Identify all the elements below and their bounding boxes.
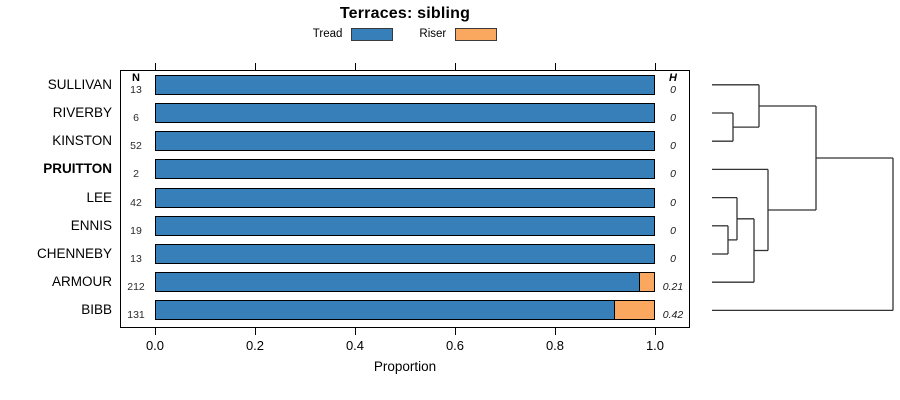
n-value-chenneby: 13	[130, 253, 142, 265]
bar-tread-pruitton	[155, 159, 655, 180]
x-tick-top-0.4	[354, 63, 356, 70]
h-value-bibb: 0.42	[662, 309, 684, 322]
category-label-pruitton: PRUITTON	[43, 161, 112, 177]
x-axis-label: Proportion	[373, 359, 437, 374]
bar-tread-bibb	[155, 300, 615, 321]
bar-tread-armour	[155, 272, 640, 293]
category-label-kinston: KINSTON	[52, 133, 112, 149]
legend-swatch-tread	[351, 27, 394, 41]
legend-swatch-riser	[455, 27, 498, 41]
x-tick-label-0.0: 0.0	[145, 338, 165, 353]
n-value-bibb: 131	[127, 309, 145, 322]
n-value-kinston: 52	[130, 140, 142, 153]
h-value-ennis: 0	[670, 224, 676, 237]
x-tick-label-0.6: 0.6	[445, 338, 465, 353]
x-tick-top-0.6	[454, 63, 456, 70]
category-label-bibb: BIBB	[81, 302, 112, 318]
x-tick-top-0.2	[254, 63, 256, 70]
x-tick-label-0.8: 0.8	[545, 338, 565, 353]
bar-tread-riverby	[155, 103, 655, 123]
x-tick-bottom-0.2	[254, 328, 256, 335]
n-value-sullivan: 13	[130, 83, 142, 96]
x-tick-top-0.0	[154, 63, 156, 70]
h-value-pruitton: 0	[670, 168, 676, 181]
legend-label-tread: Tread	[312, 28, 343, 40]
chart-title: Terraces: sibling	[339, 5, 471, 22]
bar-tread-kinston	[155, 131, 655, 152]
category-label-armour: ARMOUR	[52, 274, 112, 290]
h-column-header: H	[669, 72, 677, 84]
n-value-riverby: 6	[133, 112, 139, 124]
bar-tread-lee	[155, 187, 655, 208]
category-label-sullivan: SULLIVAN	[47, 76, 112, 92]
bar-riser-armour	[638, 272, 655, 293]
x-tick-top-0.8	[554, 63, 556, 70]
x-tick-top-1.0	[654, 63, 656, 70]
n-value-armour: 212	[127, 281, 145, 294]
legend-label-riser: Riser	[419, 28, 447, 40]
x-tick-bottom-0.8	[554, 328, 556, 335]
x-tick-bottom-0.0	[154, 328, 156, 335]
h-value-chenneby: 0	[670, 253, 676, 265]
bar-tread-sullivan	[155, 74, 655, 95]
n-value-ennis: 19	[130, 224, 142, 237]
n-value-pruitton: 2	[133, 168, 139, 181]
legend: Tread Riser	[120, 26, 690, 42]
bar-tread-ennis	[155, 215, 655, 236]
category-label-riverby: RIVERBY	[52, 105, 112, 120]
x-tick-bottom-0.4	[354, 328, 356, 335]
x-tick-label-0.2: 0.2	[245, 338, 265, 353]
x-tick-label-1.0: 1.0	[645, 338, 665, 353]
legend-item-riser: Riser	[419, 27, 498, 41]
category-label-ennis: ENNIS	[70, 217, 112, 233]
h-value-sullivan: 0	[670, 83, 676, 96]
bar-riser-bibb	[613, 300, 655, 321]
h-value-kinston: 0	[670, 140, 676, 153]
n-value-lee: 42	[130, 196, 142, 209]
h-value-armour: 0.21	[662, 281, 684, 294]
category-label-chenneby: CHENNEBY	[36, 246, 112, 261]
h-value-riverby: 0	[670, 112, 676, 124]
legend-item-tread: Tread	[312, 27, 394, 41]
category-label-lee: LEE	[86, 189, 112, 205]
x-tick-label-0.4: 0.4	[345, 338, 365, 353]
h-value-lee: 0	[670, 196, 676, 209]
n-column-header: N	[132, 72, 140, 84]
bar-tread-chenneby	[155, 244, 655, 264]
x-tick-bottom-0.6	[454, 328, 456, 335]
x-tick-bottom-1.0	[654, 328, 656, 335]
